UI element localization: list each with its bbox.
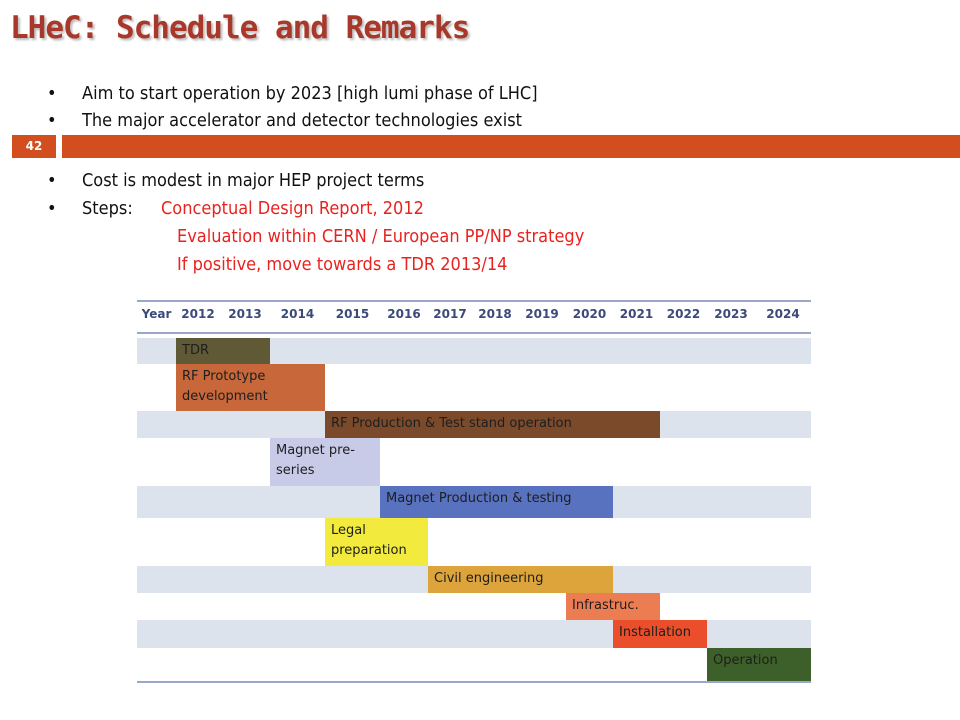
year-cell: 2020	[572, 307, 607, 321]
header-row	[137, 300, 811, 334]
step-item: Conceptual Design Report, 2012	[161, 198, 424, 219]
task-bar: TDR	[176, 338, 270, 364]
row-band	[137, 518, 811, 566]
bullet-text: The major accelerator and detector techn…	[82, 110, 522, 131]
row-band	[137, 620, 811, 648]
task-bar: Legal preparation	[325, 518, 428, 566]
step-item: Evaluation within CERN / European PP/NP …	[177, 226, 585, 247]
year-cell: 2023	[714, 307, 748, 321]
slide-title: LHeC: Schedule and Remarks	[10, 10, 470, 46]
row-band	[137, 438, 811, 486]
year-cell: 2016	[387, 307, 421, 321]
slide-number: 42	[12, 135, 56, 158]
task-bar: Civil engineering	[428, 566, 613, 593]
year-cell: 2014	[280, 307, 315, 321]
year-cell: 2024	[766, 307, 800, 321]
year-cell: 2018	[478, 307, 512, 321]
steps-label: Steps:	[82, 198, 133, 219]
bullet-text: Aim to start operation by 2023 [high lum…	[82, 83, 538, 104]
task-bar: Infrastruc.	[566, 593, 660, 620]
year-cell: 2012	[181, 307, 215, 321]
year-cell: 2019	[525, 307, 559, 321]
task-bar: RF Production & Test stand operation	[325, 411, 660, 438]
year-cell: 2015	[335, 307, 370, 321]
step-item: If positive, move towards a TDR 2013/14	[177, 254, 508, 275]
row-band	[137, 593, 811, 620]
bullet-text: Cost is modest in major HEP project term…	[82, 170, 425, 191]
year-cell: 2022	[666, 307, 701, 321]
year-cell: 2017	[433, 307, 467, 321]
task-bar: RF Prototype development	[176, 364, 325, 411]
header-bar	[62, 135, 960, 158]
task-bar: Operation	[707, 648, 811, 681]
task-bar: Magnet Production & testing	[380, 486, 613, 518]
task-bar: Magnet pre-series	[270, 438, 380, 486]
year-cell: 2021	[619, 307, 654, 321]
year-cell: 2013	[228, 307, 262, 321]
task-bar: Installation	[613, 620, 707, 648]
row-band	[137, 648, 811, 683]
header-cell: Year	[141, 307, 172, 321]
